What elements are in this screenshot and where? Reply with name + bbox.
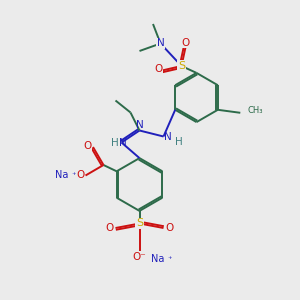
Text: N: N <box>164 131 172 142</box>
Text: O: O <box>76 170 84 181</box>
Text: N: N <box>157 38 164 49</box>
Text: O: O <box>83 140 92 151</box>
Text: ⁺: ⁺ <box>71 171 76 180</box>
Text: N: N <box>136 120 143 130</box>
Text: Na: Na <box>55 170 68 181</box>
Text: S: S <box>178 61 185 71</box>
Text: ⁺: ⁺ <box>167 255 172 264</box>
Text: H: H <box>175 137 182 147</box>
Text: N: N <box>119 137 127 148</box>
Text: O⁻: O⁻ <box>133 251 146 262</box>
Text: Na: Na <box>151 254 164 265</box>
Text: O: O <box>165 223 174 233</box>
Text: CH₃: CH₃ <box>248 106 263 115</box>
Text: O: O <box>105 223 114 233</box>
Text: S: S <box>136 218 143 229</box>
Text: H: H <box>111 137 119 148</box>
Text: O: O <box>182 38 190 48</box>
Text: O: O <box>154 64 163 74</box>
